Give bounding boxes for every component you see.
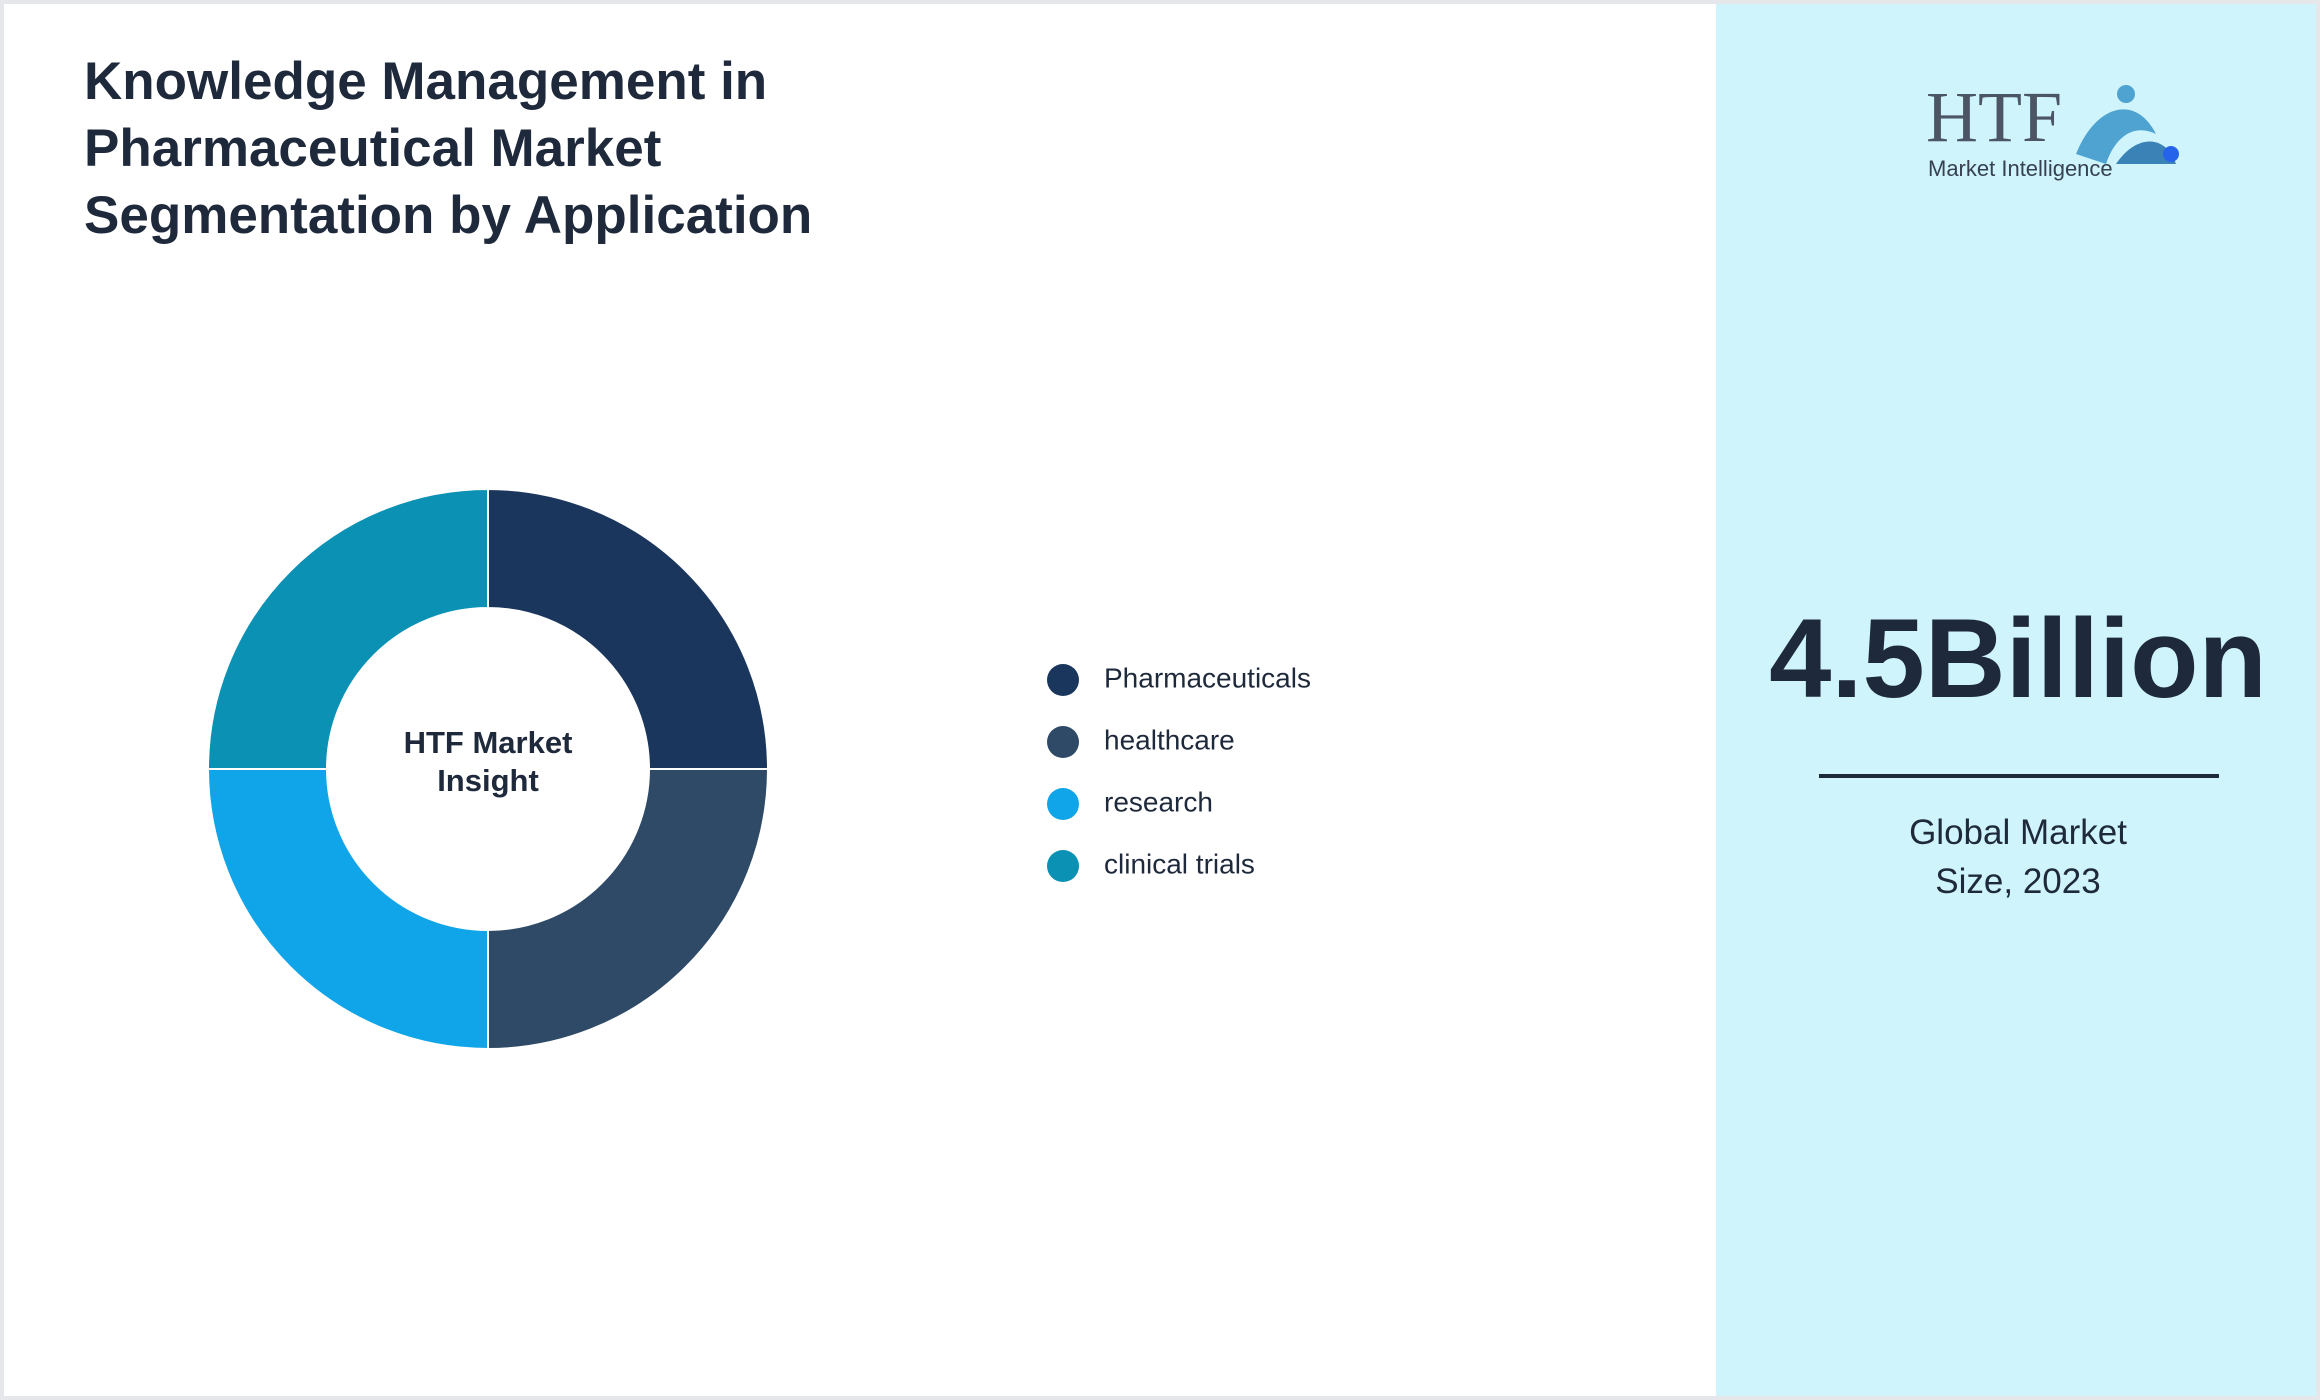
donut-segment [487, 487, 770, 770]
side-panel: HTF Market Intelligence 4.5Billion Globa… [1716, 4, 2316, 1396]
chart-title: Knowledge Management in Pharmaceutical M… [84, 52, 813, 245]
divider [1819, 774, 2219, 778]
center-label: HTF Market Insight [403, 725, 573, 798]
logo-icon [2076, 85, 2179, 164]
logo-brand: HTF [1926, 77, 2063, 157]
donut-segment [206, 487, 489, 770]
legend-marker [1047, 726, 1079, 758]
legend-label: research [1104, 786, 1213, 817]
legend-marker [1047, 788, 1079, 820]
logo-tagline: Market Intelligence [1928, 156, 2113, 181]
legend-label: clinical trials [1104, 848, 1255, 879]
chart: Pharmaceuticals healthcare research clinica… [206, 487, 1311, 1051]
donut-segment [206, 768, 489, 1051]
market-size-caption: Global Market Size, 2023 [1909, 813, 2127, 901]
market-size: 4.5Billion [1769, 596, 2267, 721]
donut-segment [487, 768, 770, 1051]
legend-label: Pharmaceuticals [1104, 662, 1311, 693]
legend-marker [1047, 850, 1079, 882]
legend-marker [1047, 664, 1079, 696]
legend-label: healthcare [1104, 724, 1235, 755]
